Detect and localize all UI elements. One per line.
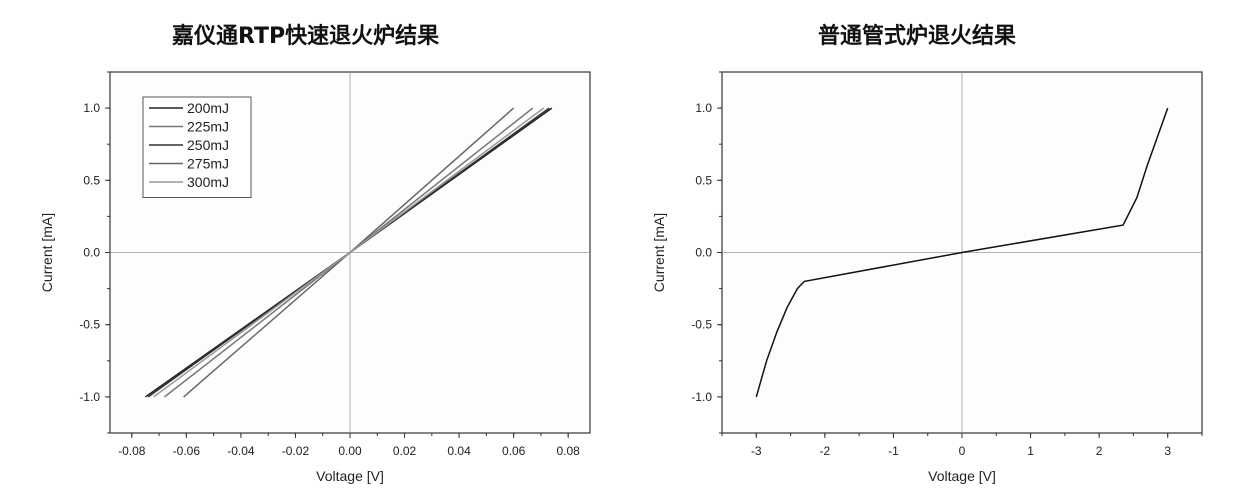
x-tick-label: 1 [1027,444,1034,458]
x-tick-label: -1 [888,444,899,458]
left-chart-title: 嘉仪通RTP快速退火炉结果 [172,24,440,49]
x-tick-label: -3 [751,444,762,458]
x-axis-title: Voltage [V] [316,468,384,484]
x-tick-label: -2 [820,444,831,458]
y-tick-label: 1.0 [83,101,100,115]
y-tick-label: 0.0 [83,246,100,260]
y-tick-label: 0.5 [695,173,712,187]
x-tick-label: 0 [959,444,966,458]
y-axis-title: Current [mA] [39,213,55,292]
x-tick-label: 3 [1164,444,1171,458]
x-axis-title: Voltage [V] [928,468,996,484]
x-tick-label: 0.02 [393,444,417,458]
y-tick-label: -0.5 [691,318,712,332]
legend-label: 250mJ [187,137,229,153]
y-tick-label: 0.0 [695,246,712,260]
right-chart-title: 普通管式炉退火结果 [818,24,1017,49]
x-tick-label: -0.02 [282,444,310,458]
y-tick-label: -0.5 [79,318,100,332]
legend-box [142,96,252,198]
x-tick-label: -0.08 [118,444,146,458]
x-tick-label: 0.04 [447,444,471,458]
y-tick-label: -1.0 [79,390,100,404]
legend-label: 275mJ [187,156,229,172]
series-line-300mJ [153,107,545,398]
y-tick-label: -1.0 [691,390,712,404]
x-tick-label: 0.00 [338,444,362,458]
series-line-series-0 [755,107,1169,398]
y-axis-title: Current [mA] [651,213,667,292]
legend-label: 200mJ [187,100,229,116]
x-tick-label: 0.06 [502,444,526,458]
x-tick-label: -0.04 [227,444,255,458]
x-tick-label: 2 [1096,444,1103,458]
x-tick-label: 0.08 [557,444,581,458]
y-tick-label: 0.5 [83,173,100,187]
legend-label: 300mJ [187,174,229,190]
x-tick-label: -0.06 [173,444,201,458]
legend-label: 225mJ [187,119,229,135]
y-tick-label: 1.0 [695,101,712,115]
